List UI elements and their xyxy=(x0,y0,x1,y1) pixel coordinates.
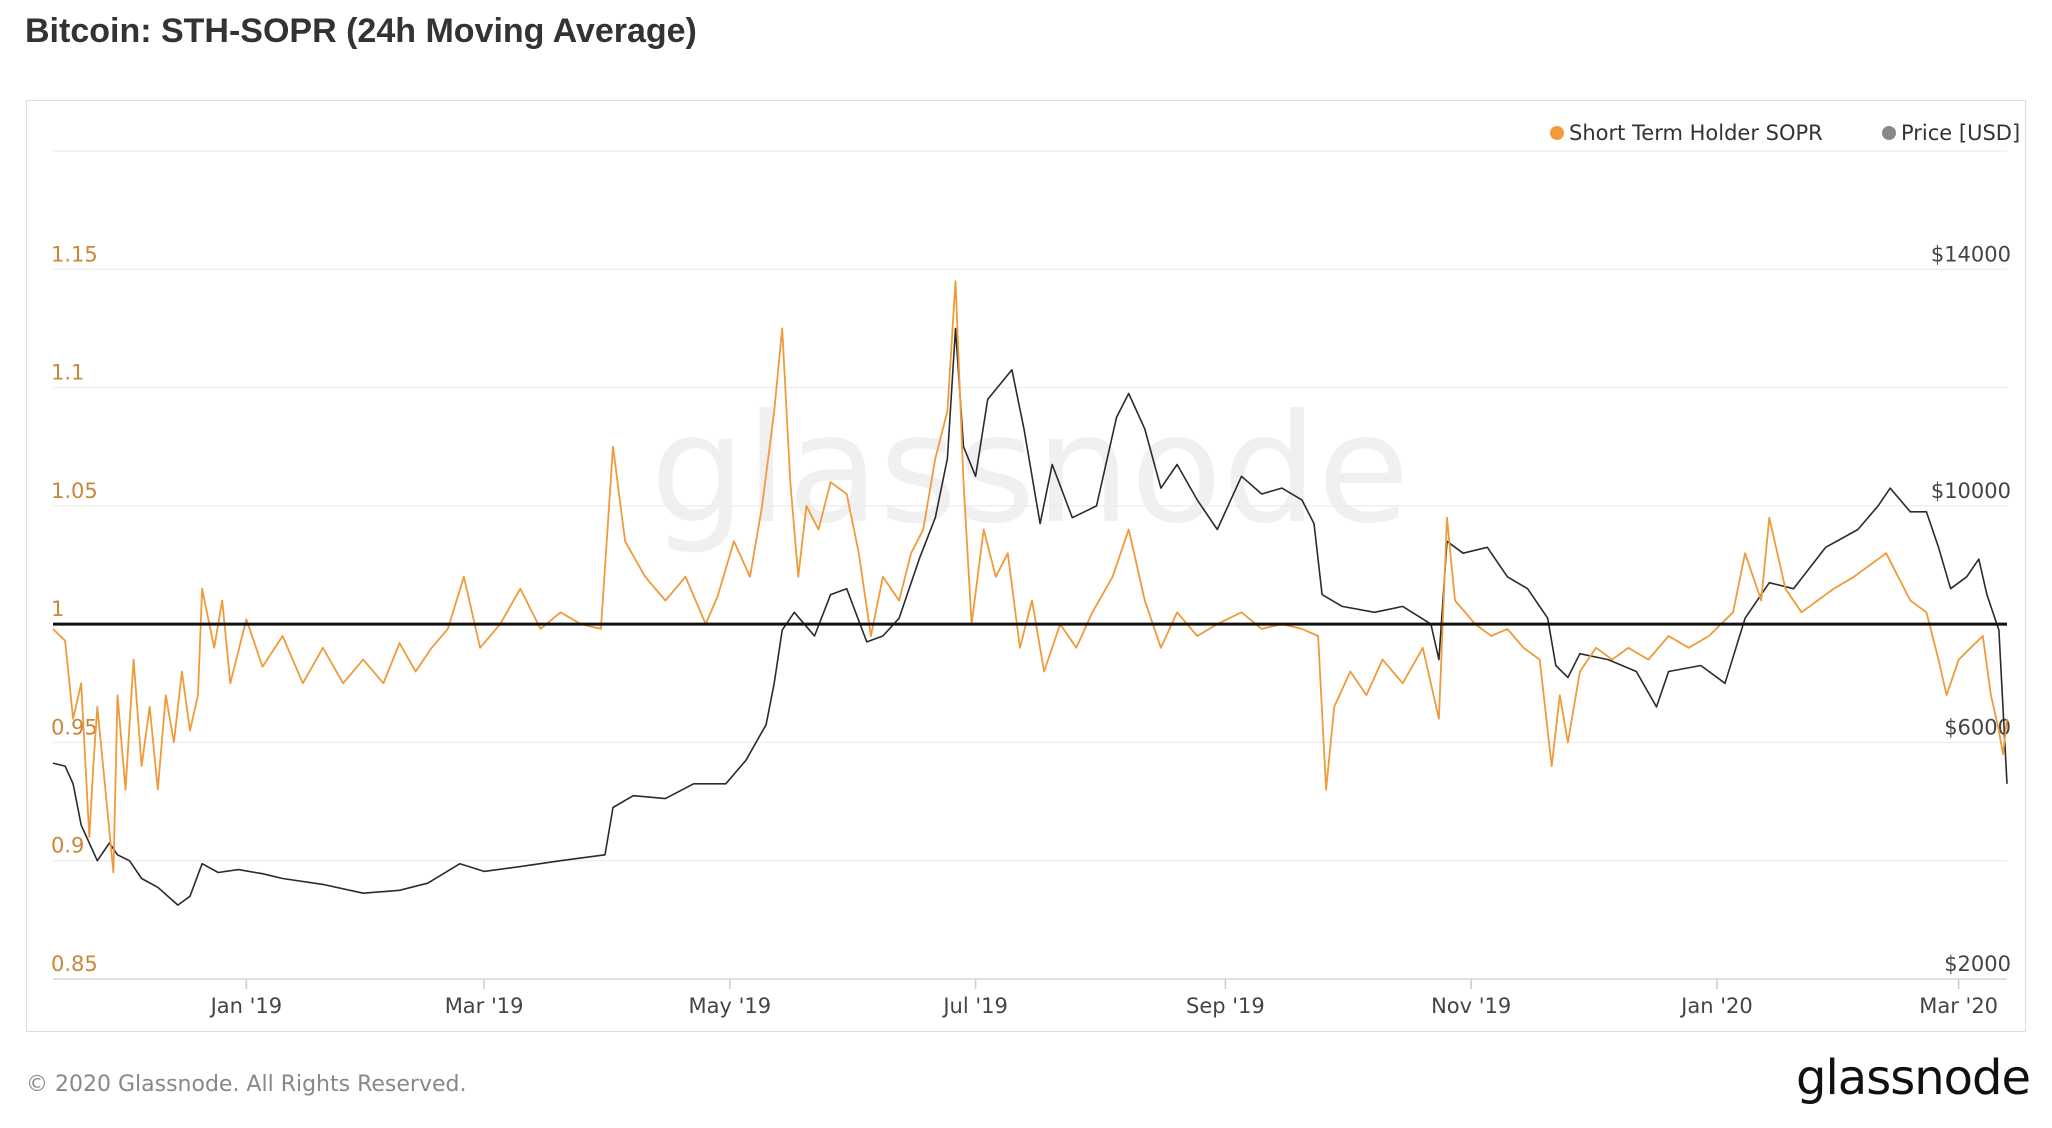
x-axis-tick-label: Nov '19 xyxy=(1431,994,1511,1018)
watermark: glassnode xyxy=(650,383,1409,557)
footer-copyright: © 2020 Glassnode. All Rights Reserved. xyxy=(26,1072,467,1097)
legend-item-price[interactable]: Price [USD] xyxy=(1882,121,2020,145)
legend-label: Short Term Holder SOPR xyxy=(1569,121,1823,145)
left-axis-tick-label: 1.15 xyxy=(51,242,98,266)
footer-logo[interactable]: glassnode xyxy=(1795,1050,2031,1106)
x-axis-tick-label: Jan '19 xyxy=(209,994,283,1018)
right-axis-tick-label: $10000 xyxy=(1931,479,2011,503)
sth-sopr-line[interactable] xyxy=(52,280,2008,874)
left-axis-tick-label: 0.85 xyxy=(51,952,98,976)
legend-item-sth-sopr[interactable]: Short Term Holder SOPR xyxy=(1550,121,1823,145)
right-axis-ticks: $2000 $6000 $10000 $14000 xyxy=(1931,242,2011,976)
legend[interactable]: Short Term Holder SOPR Price [USD] xyxy=(1550,121,2020,145)
left-axis-ticks: 0.85 0.9 0.95 1 1.05 1.1 1.15 xyxy=(51,242,98,976)
x-axis-tick-label: Jul '19 xyxy=(941,994,1008,1018)
x-axis: Jan '19 Mar '19 May '19 Jul '19 Sep '19 Nov '… xyxy=(53,978,2007,1018)
right-axis-tick-label: $2000 xyxy=(1944,952,2011,976)
gridlines xyxy=(53,150,2007,980)
left-axis-tick-label: 1.05 xyxy=(51,479,98,503)
price-usd-line[interactable] xyxy=(52,327,2008,906)
chart-title: Bitcoin: STH-SOPR (24h Moving Average) xyxy=(25,12,697,50)
left-axis-tick-label: 1 xyxy=(51,597,64,621)
x-axis-tick-label: Jan '20 xyxy=(1679,994,1753,1018)
series-lines xyxy=(52,280,2008,906)
chart-frame: glassnode 0.85 0.9 0.95 1 1.05 1.1 1.15 $2000 $… xyxy=(26,100,2026,1032)
x-axis-tick-label: Mar '20 xyxy=(1919,994,1998,1018)
right-axis-tick-label: $6000 xyxy=(1944,715,2011,739)
legend-label: Price [USD] xyxy=(1901,121,2020,145)
legend-marker xyxy=(1882,126,1896,140)
left-axis-tick-label: 0.9 xyxy=(51,834,84,858)
left-axis-tick-label: 0.95 xyxy=(51,715,98,739)
legend-marker xyxy=(1550,126,1564,140)
x-axis-tick-label: Sep '19 xyxy=(1186,994,1265,1018)
left-axis-tick-label: 1.1 xyxy=(51,361,84,385)
x-axis-tick-label: May '19 xyxy=(689,994,772,1018)
x-axis-tick-label: Mar '19 xyxy=(445,994,524,1018)
watermark-text: glassnode xyxy=(650,383,1409,557)
right-axis-tick-label: $14000 xyxy=(1931,242,2011,266)
